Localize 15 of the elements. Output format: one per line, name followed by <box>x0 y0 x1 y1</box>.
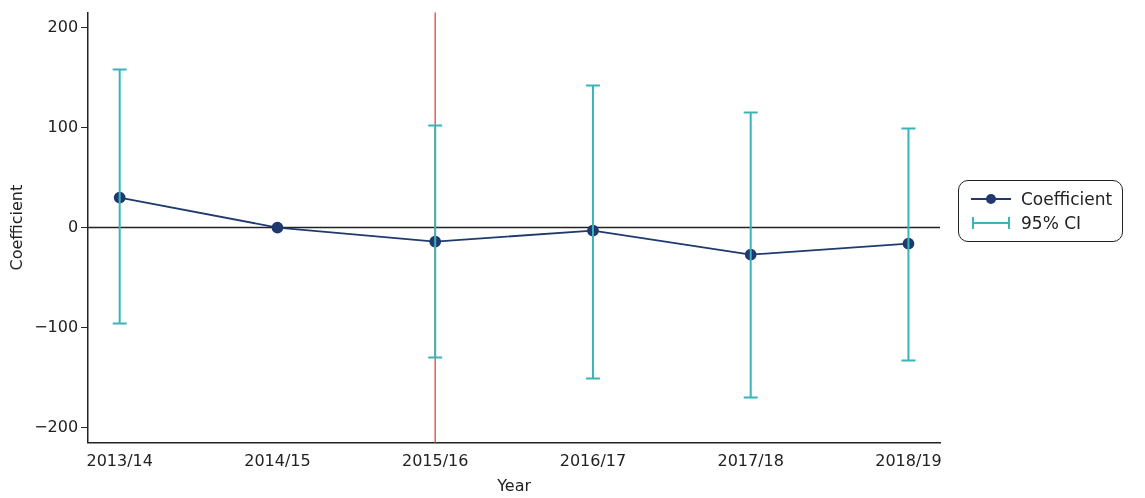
y-tick-label: −200 <box>34 416 79 436</box>
legend-label: Coefficient <box>1021 189 1113 209</box>
x-tick-label: 2018/19 <box>875 451 942 471</box>
x-axis-title: Year <box>496 475 532 495</box>
y-tick-label: −100 <box>34 316 79 336</box>
y-tick-label: 200 <box>47 16 79 36</box>
y-tick-label: 100 <box>47 116 79 136</box>
y-axis-title: Coefficient <box>6 184 26 271</box>
y-tick-label: 0 <box>67 216 79 236</box>
x-tick-label: 2016/17 <box>559 451 627 471</box>
x-tick-label: 2015/16 <box>401 451 469 471</box>
x-tick-label: 2017/18 <box>717 451 784 471</box>
x-tick-label: 2014/15 <box>244 451 311 471</box>
x-tick-label: 2013/14 <box>86 451 153 471</box>
legend-label: 95% CI <box>1021 213 1082 233</box>
